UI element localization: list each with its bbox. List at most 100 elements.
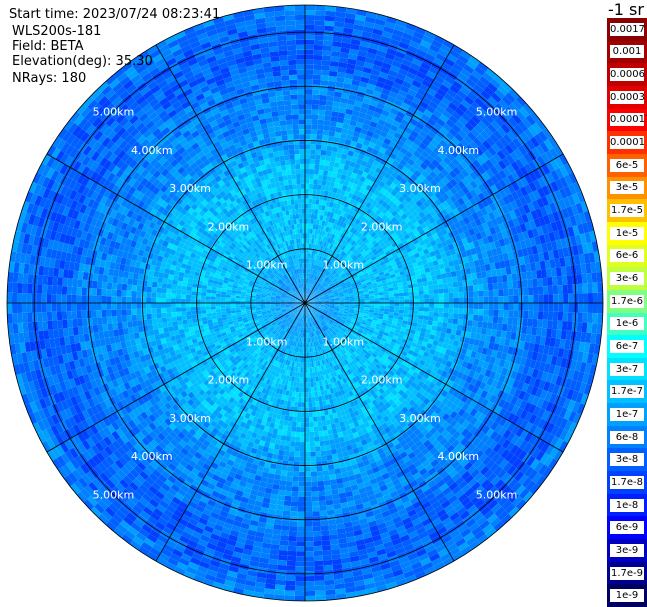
- beta-cell: [295, 279, 299, 285]
- beta-cell: [300, 307, 303, 313]
- beta-cell: [295, 299, 301, 302]
- beta-cell: [299, 288, 302, 294]
- beta-cell: [286, 296, 291, 299]
- beta-cell: [429, 303, 435, 308]
- beta-cell: [321, 180, 327, 186]
- beta-cell: [200, 299, 206, 303]
- beta-cell: [310, 316, 313, 322]
- beta-cell: [324, 304, 330, 306]
- beta-cell: [240, 298, 246, 301]
- beta-cell: [317, 283, 322, 289]
- beta-cell: [309, 303, 315, 306]
- beta-cell: [298, 283, 301, 289]
- beta-cell: [286, 309, 292, 312]
- beta-cell: [295, 290, 300, 296]
- beta-cell: [306, 293, 309, 299]
- beta-cell: [299, 218, 303, 224]
- beta-cell: [292, 179, 297, 185]
- beta-cell: [314, 314, 318, 319]
- beta-cell: [298, 306, 302, 311]
- beta-cell: [427, 280, 433, 286]
- beta-cell: [292, 287, 296, 292]
- beta-cell: [311, 198, 316, 205]
- beta-cell: [307, 223, 311, 229]
- beta-cell: [298, 295, 302, 300]
- beta-cell: [299, 283, 302, 289]
- beta-cell: [190, 303, 196, 307]
- beta-cell: [433, 293, 440, 299]
- beta-cell: [281, 309, 287, 313]
- beta-cell: [295, 303, 301, 305]
- beta-cell: [302, 223, 305, 229]
- beta-cell: [280, 300, 286, 302]
- beta-cell: [319, 306, 325, 308]
- beta-cell: [310, 310, 315, 316]
- beta-cell: [297, 296, 302, 300]
- beta-field-heatmap: [7, 5, 603, 601]
- beta-cell: [295, 386, 300, 393]
- beta-cell: [384, 294, 390, 298]
- beta-cell: [324, 296, 330, 299]
- beta-cell: [438, 293, 444, 299]
- beta-cell: [293, 411, 298, 417]
- beta-cell: [200, 295, 206, 300]
- beta-cell: [310, 377, 314, 383]
- beta-cell: [295, 208, 299, 215]
- beta-cell: [322, 282, 328, 287]
- beta-cell: [309, 289, 312, 295]
- beta-cell: [319, 303, 325, 305]
- beta-cell: [303, 293, 305, 299]
- beta-cell: [298, 203, 302, 209]
- beta-cell: [298, 306, 302, 311]
- beta-cell: [285, 287, 290, 291]
- beta-cell: [314, 275, 318, 281]
- beta-cell: [303, 307, 305, 313]
- beta-cell: [295, 285, 299, 290]
- beta-cell: [306, 283, 308, 289]
- beta-cell: [235, 305, 241, 308]
- beta-cell: [297, 402, 302, 408]
- beta-cell: [305, 283, 307, 289]
- beta-cell: [309, 304, 315, 306]
- beta-cell: [302, 288, 304, 294]
- beta-cell: [314, 169, 320, 175]
- beta-cell: [293, 286, 298, 291]
- beta-cell: [308, 305, 314, 310]
- beta-cell: [305, 397, 309, 403]
- beta-cell: [307, 312, 309, 318]
- beta-cell: [285, 304, 291, 306]
- beta-cell: [313, 280, 316, 286]
- beta-cell: [191, 291, 197, 296]
- beta-cell: [305, 178, 310, 184]
- beta-cell: [312, 321, 316, 327]
- beta-cell: [322, 281, 327, 286]
- beta-cell: [303, 283, 305, 289]
- beta-cell: [309, 304, 315, 308]
- beta-cell: [313, 296, 319, 299]
- beta-cell: [418, 290, 424, 296]
- beta-cell: [298, 392, 302, 398]
- beta-cell: [393, 309, 400, 313]
- beta-cell: [296, 311, 300, 316]
- beta-cell: [181, 315, 187, 321]
- beta-cell: [283, 313, 289, 317]
- beta-cell: [305, 293, 308, 299]
- beta-cell: [413, 314, 419, 319]
- beta-cell: [316, 411, 321, 417]
- beta-cell: [293, 320, 297, 326]
- beta-cell: [309, 178, 314, 185]
- beta-cell: [285, 300, 291, 302]
- beta-cell: [305, 432, 310, 438]
- beta-cell: [374, 295, 380, 299]
- beta-cell: [185, 294, 192, 300]
- beta-cell: [309, 301, 315, 303]
- beta-cell: [316, 312, 321, 317]
- beta-cell: [171, 288, 177, 294]
- beta-cell: [309, 372, 313, 378]
- beta-cell: [314, 299, 320, 301]
- beta-cell: [291, 174, 297, 180]
- beta-cell: [329, 296, 335, 299]
- beta-cell: [298, 295, 302, 300]
- beta-cell: [294, 280, 297, 286]
- beta-cell: [319, 286, 325, 291]
